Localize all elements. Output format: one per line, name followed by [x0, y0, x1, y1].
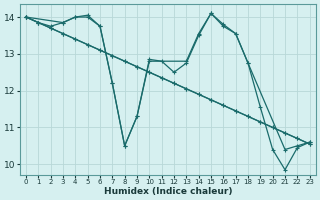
X-axis label: Humidex (Indice chaleur): Humidex (Indice chaleur)	[104, 187, 232, 196]
